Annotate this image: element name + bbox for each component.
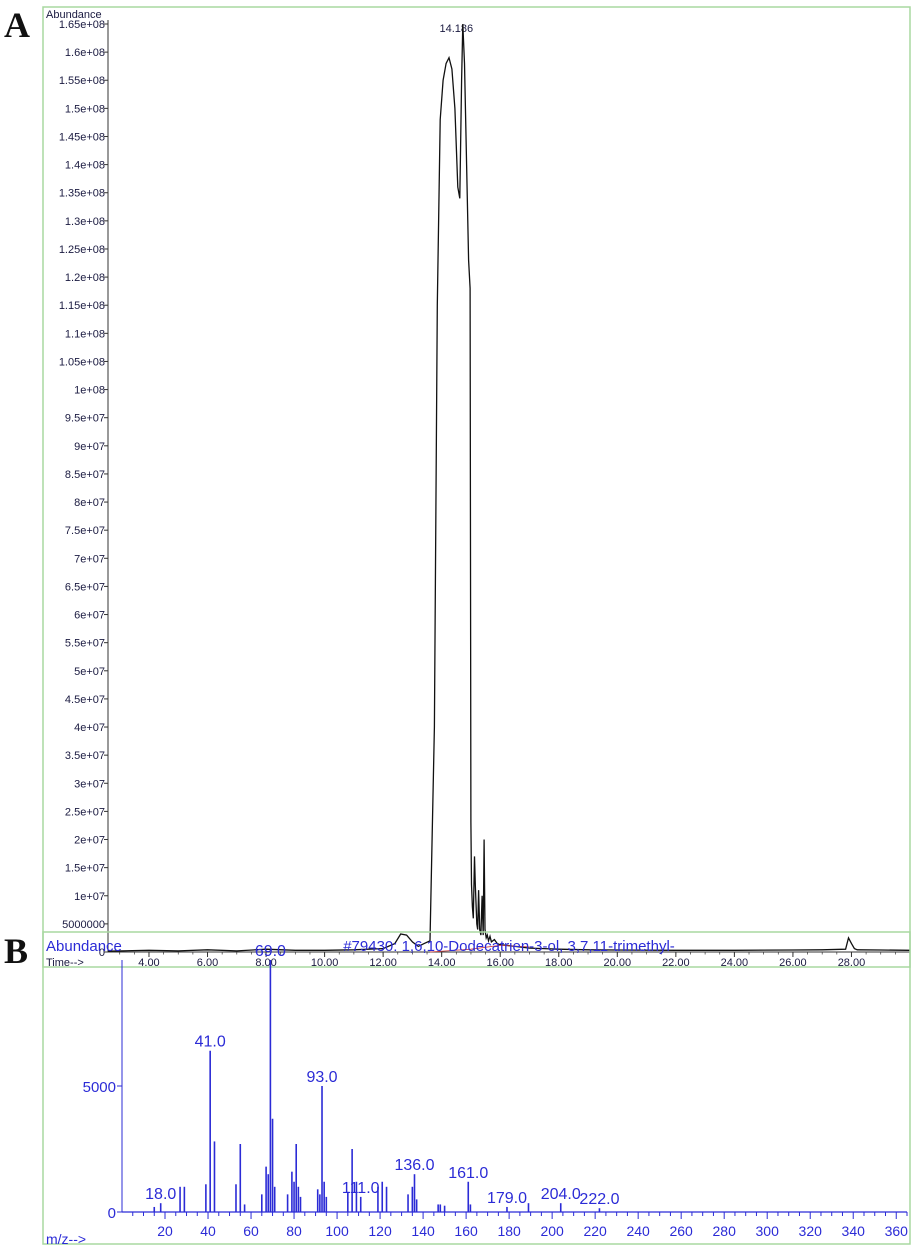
chromatogram-y-tick-label: 3.5e+07 [65, 750, 105, 762]
chromatogram-y-tick-label: 3e+07 [74, 778, 105, 790]
mass-spectrum-peak-label: 93.0 [306, 1069, 337, 1086]
mass-spectrum-x-tick-label: 140 [411, 1223, 435, 1239]
chromatogram-y-label: Abundance [46, 9, 102, 21]
mass-spectrum-peak-label: 204.0 [541, 1186, 581, 1203]
mass-spectrum-peak-label: 222.0 [579, 1191, 619, 1208]
mass-spectrum-title: #79430: 1,6,10-Dodecatrien-3-ol, 3,7,11-… [343, 938, 675, 955]
mass-spectrum-peak-label: 18.0 [145, 1186, 176, 1203]
chromatogram-y-tick-label: 1.5e+07 [65, 863, 105, 875]
chromatogram-x-tick-label: 20.00 [604, 957, 632, 969]
mass-spectrum-y-tick-label: 0 [108, 1205, 116, 1222]
chromatogram-y-tick-label: 1.05e+08 [59, 356, 105, 368]
chromatogram-y-tick-label: 1.5e+08 [65, 103, 105, 115]
mass-spectrum-x-tick-label: 360 [885, 1223, 909, 1239]
mass-spectrum-x-tick-label: 260 [669, 1223, 693, 1239]
mass-spectrum-y-tick-label: 5000 [83, 1079, 116, 1096]
chromatogram-x-label: Time--> [46, 957, 84, 969]
chromatogram-y-tick-label: 1.1e+08 [65, 328, 105, 340]
chromatogram-y-tick-label: 4e+07 [74, 722, 105, 734]
mass-spectrum-x-tick-label: 200 [540, 1223, 564, 1239]
mass-spectrum-x-tick-label: 320 [799, 1223, 823, 1239]
chromatogram-x-tick-label: 26.00 [779, 957, 807, 969]
chromatogram-y-tick-label: 7e+07 [74, 553, 105, 565]
mass-spectrum-y-label: Abundance [46, 938, 122, 955]
mass-spectrum-peak-label: 69.0 [255, 943, 286, 960]
chromatogram-y-tick-label: 8.5e+07 [65, 469, 105, 481]
chromatogram-peak-label: 14.186 [439, 23, 473, 35]
mass-spectrum-x-tick-label: 300 [756, 1223, 780, 1239]
chromatogram-y-tick-label: 1e+08 [74, 385, 105, 397]
chromatogram-x-tick-label: 18.00 [545, 957, 573, 969]
panel-letter-b: B [4, 931, 29, 971]
mass-spectrum-x-tick-label: 40 [200, 1223, 216, 1239]
mass-spectrum-x-tick-label: 120 [368, 1223, 392, 1239]
chromatogram-x-tick-label: 12.00 [369, 957, 397, 969]
chromatogram-y-tick-label: 1e+07 [74, 891, 105, 903]
chromatogram-y-tick-label: 9.5e+07 [65, 413, 105, 425]
mass-spectrum-peak-label: 179.0 [487, 1190, 527, 1207]
chromatogram-y-tick-label: 7.5e+07 [65, 525, 105, 537]
chromatogram-frame [42, 6, 911, 968]
chromatogram-trace [107, 23, 911, 952]
chromatogram-y-tick-label: 5000000 [62, 919, 105, 931]
mass-spectrum-frame [42, 931, 911, 1245]
chromatogram-chart: Abundance Time--> 14.186 0 5000000 1e+07 1.… [42, 6, 911, 969]
mass-spectrum-peak-label: 41.0 [195, 1034, 226, 1051]
chromatogram-y-tick-label: 2e+07 [74, 835, 105, 847]
mass-spectrum-x-tick-label: 100 [325, 1223, 349, 1239]
chromatogram-y-tick-label: 1.65e+08 [59, 19, 105, 31]
chromatogram-y-tick-label: 1.25e+08 [59, 244, 105, 256]
chromatogram-y-tick-label: 1.6e+08 [65, 47, 105, 59]
chromatogram-x-tick-label: 14.00 [428, 957, 456, 969]
mass-spectrum-x-tick-label: 220 [583, 1223, 607, 1239]
chromatogram-y-tick-label: 6.5e+07 [65, 581, 105, 593]
chromatogram-x-tick-label: 22.00 [662, 957, 690, 969]
mass-spectrum-x-tick-label: 180 [497, 1223, 521, 1239]
chromatogram-x-tick-label: 10.00 [311, 957, 339, 969]
chromatogram-y-tick-label: 8e+07 [74, 497, 105, 509]
chromatogram-y-tick-label: 1.15e+08 [59, 300, 105, 312]
chromatogram-y-tick-label: 1.55e+08 [59, 75, 105, 87]
chromatogram-y-tick-label: 6e+07 [74, 610, 105, 622]
chromatogram-y-tick-label: 5.5e+07 [65, 638, 105, 650]
chromatogram-y-tick-label: 5e+07 [74, 666, 105, 678]
mass-spectrum-x-tick-label: 280 [713, 1223, 737, 1239]
panel-letter-a: A [4, 5, 30, 45]
mass-spectrum-x-tick-label: 20 [157, 1223, 173, 1239]
mass-spectrum-peak-label: 111.0 [342, 1180, 380, 1197]
chromatogram-x-tick-label: 8.00 [255, 957, 276, 969]
chromatogram-baseline [429, 944, 530, 953]
chromatogram-y-tick-label: 1.45e+08 [59, 131, 105, 143]
chromatogram-y-tick-label: 9e+07 [74, 441, 105, 453]
mass-spectrum-peak-label: 136.0 [394, 1157, 434, 1174]
chromatogram-x-tick-label: 6.00 [197, 957, 218, 969]
chromatogram-x-tick-label: 28.00 [838, 957, 866, 969]
chromatogram-y-tick-label: 1.4e+08 [65, 160, 105, 172]
mass-spectrum-x-tick-label: 80 [286, 1223, 302, 1239]
chromatogram-x-tick-label: 4.00 [138, 957, 159, 969]
mass-spectrum-x-tick-label: 160 [454, 1223, 478, 1239]
mass-spectrum-x-tick-label: 60 [243, 1223, 259, 1239]
chromatogram-y-tick-label: 2.5e+07 [65, 806, 105, 818]
chromatogram-y-tick-label: 0 [99, 947, 105, 959]
chromatogram-x-tick-label: 16.00 [486, 957, 514, 969]
mass-spectrum-peak-label: 161.0 [448, 1165, 488, 1182]
mass-spectrum-x-tick-label: 240 [626, 1223, 650, 1239]
mass-spectrum-x-label: m/z--> [46, 1231, 86, 1247]
chromatogram-y-tick-label: 1.2e+08 [65, 272, 105, 284]
chromatogram-x-tick-label: 24.00 [721, 957, 749, 969]
mass-spectrum-x-tick-label: 340 [842, 1223, 866, 1239]
chromatogram-y-tick-label: 1.35e+08 [59, 188, 105, 200]
chromatogram-y-tick-label: 4.5e+07 [65, 694, 105, 706]
chromatogram-y-tick-label: 1.3e+08 [65, 216, 105, 228]
